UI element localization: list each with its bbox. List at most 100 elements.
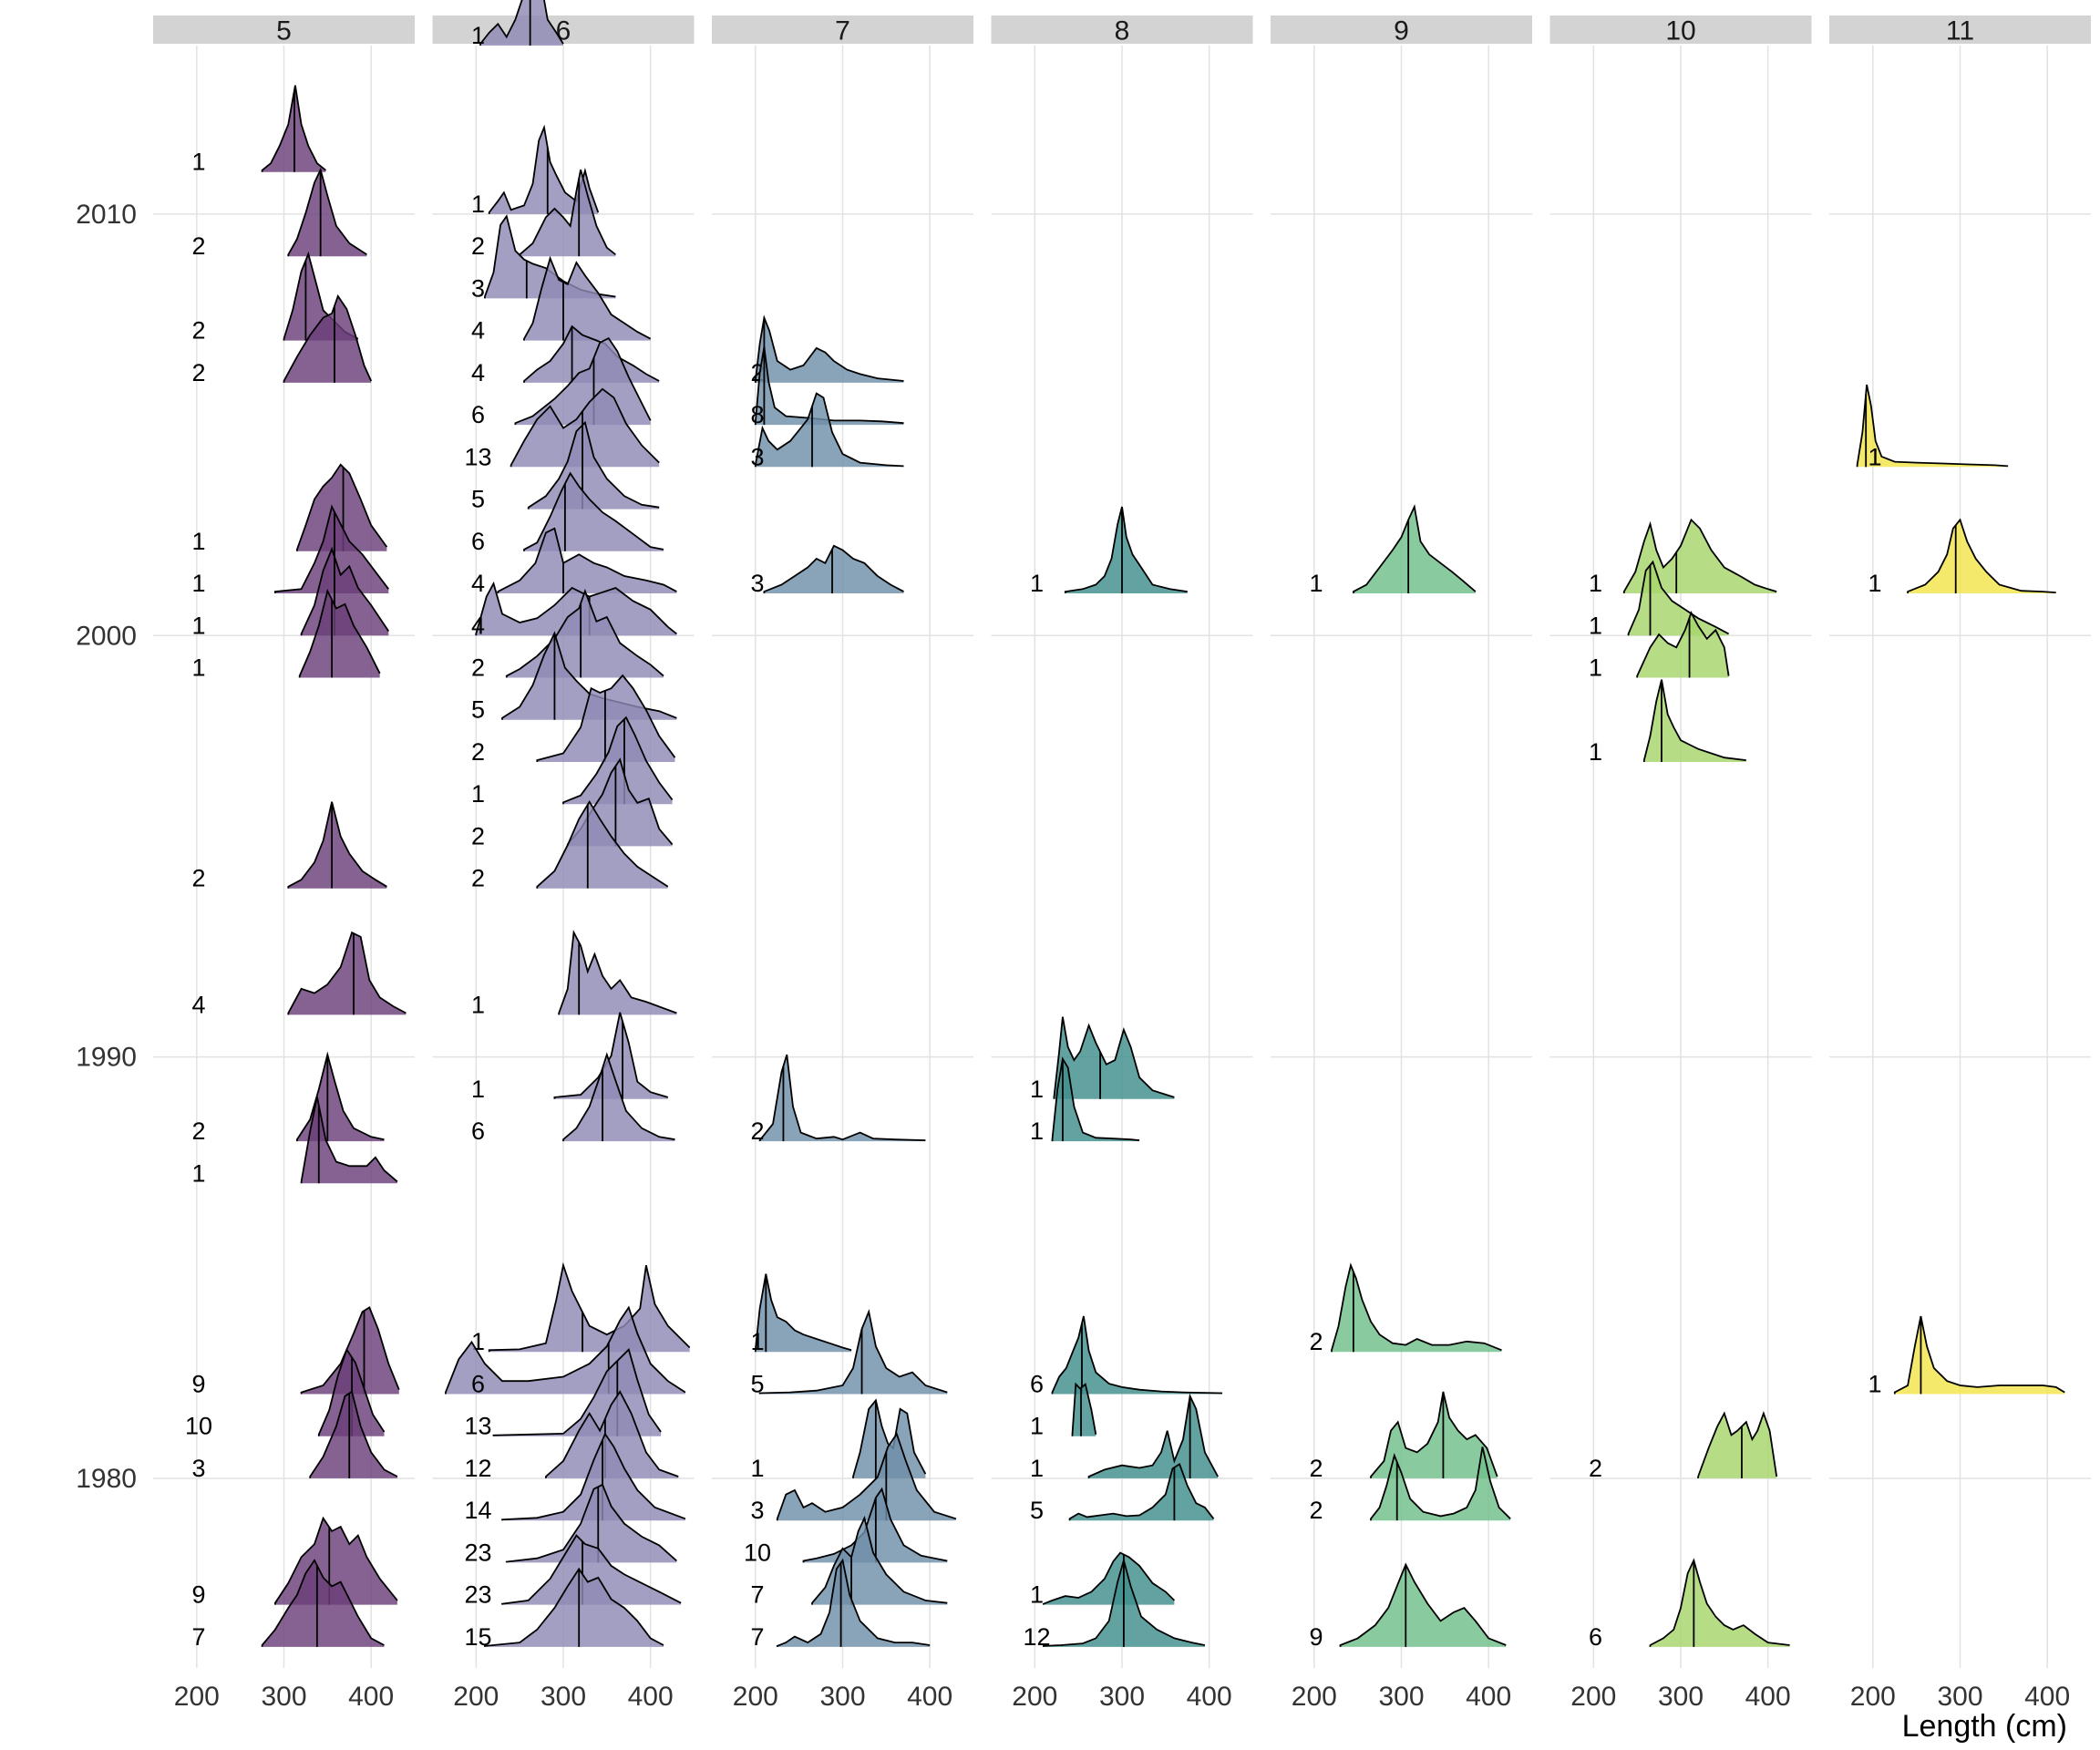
ridge: 1 bbox=[1589, 560, 1730, 639]
ridge-outline bbox=[1051, 1056, 1140, 1142]
ridge-area bbox=[755, 346, 904, 426]
ridge-area bbox=[1857, 385, 2009, 468]
ridge: 1 bbox=[471, 1261, 691, 1355]
ridge: 1 bbox=[1589, 518, 1777, 597]
ridge-area bbox=[1072, 1384, 1096, 1436]
x-tick-label: 300 bbox=[1378, 1682, 1424, 1712]
ridge-outline bbox=[1043, 1551, 1176, 1605]
facet-label: 5 bbox=[276, 16, 292, 46]
x-tick-label: 200 bbox=[174, 1682, 220, 1712]
ridge-count-label: 1 bbox=[471, 190, 485, 218]
ridge: 1 bbox=[471, 1012, 669, 1103]
ridge-count-label: 1 bbox=[471, 780, 485, 808]
ridge-area bbox=[262, 1560, 385, 1647]
ridge-area bbox=[520, 170, 616, 257]
ridge: 1 bbox=[191, 85, 326, 176]
ridge-area bbox=[777, 1434, 956, 1521]
ridge-count-label: 9 bbox=[191, 1370, 205, 1397]
ridge-count-label: 1 bbox=[471, 22, 485, 49]
ridge-area bbox=[484, 1569, 664, 1647]
ridge-area bbox=[759, 1312, 948, 1395]
facet-label: 7 bbox=[835, 16, 850, 46]
ridge: 1 bbox=[191, 588, 381, 682]
y-axis-ticks: 1980 1990 2000 2010 bbox=[76, 200, 137, 1494]
ridge-count-label: 1 bbox=[191, 528, 205, 555]
ridge-outline bbox=[1053, 1016, 1175, 1099]
ridge-count-label: 1 bbox=[1309, 570, 1323, 597]
ridge-area bbox=[299, 591, 380, 678]
ridge-area bbox=[1650, 1560, 1790, 1647]
ridge-count-label: 4 bbox=[471, 317, 485, 345]
ridge-count-label: 1 bbox=[750, 1328, 764, 1355]
ridge-area bbox=[1340, 1564, 1507, 1647]
ridge: 12 bbox=[464, 1390, 679, 1482]
facet-label: 11 bbox=[1946, 16, 1974, 46]
ridge: 23 bbox=[464, 1534, 682, 1609]
ridge-count-label: 7 bbox=[750, 1623, 764, 1651]
ridge: 1 bbox=[1309, 504, 1477, 597]
ridge-count-label: 2 bbox=[471, 822, 485, 849]
ridge: 6 bbox=[471, 1052, 675, 1145]
ridge-count-label: 2 bbox=[471, 738, 485, 766]
ridge-area bbox=[288, 801, 387, 889]
ridge-outline bbox=[1068, 1463, 1215, 1521]
ridge-area bbox=[528, 422, 660, 510]
ridge-outline bbox=[261, 85, 326, 172]
ridge-count-label: 6 bbox=[471, 401, 485, 428]
ridge-count-label: 1 bbox=[1868, 1370, 1881, 1397]
x-tick-label: 300 bbox=[1937, 1682, 1982, 1712]
ridge: 2 bbox=[191, 251, 359, 345]
ridge: 1 bbox=[750, 1273, 852, 1355]
facet-strip bbox=[1271, 15, 1532, 44]
x-tick-label: 400 bbox=[2024, 1682, 2070, 1712]
ridge-area bbox=[502, 633, 677, 720]
ridge-area bbox=[755, 1273, 852, 1353]
ridge: 2 bbox=[471, 799, 669, 892]
facet-strip bbox=[712, 15, 973, 44]
ridge-outline bbox=[754, 346, 904, 426]
ridge: 9 bbox=[191, 1516, 398, 1609]
ridge: 1 bbox=[1868, 518, 2056, 597]
ridge-count-label: 15 bbox=[464, 1623, 491, 1651]
ridges: 1111223242426813315161431111141121521122… bbox=[185, 0, 2065, 1651]
ridge: 4 bbox=[471, 527, 677, 597]
ridge-outline bbox=[562, 715, 674, 805]
ridge: 1 bbox=[1030, 1382, 1097, 1440]
ridge-outline bbox=[758, 1054, 926, 1142]
ridge-area bbox=[489, 127, 599, 214]
ridge-count-label: 5 bbox=[1030, 1497, 1044, 1524]
ridge-outline bbox=[1622, 518, 1777, 593]
ridge-outline bbox=[545, 1390, 679, 1478]
ridge-outline bbox=[1627, 560, 1730, 636]
ridge-area bbox=[1069, 1464, 1214, 1521]
ridge-count-label: 2 bbox=[1589, 1455, 1602, 1482]
ridge-outline bbox=[296, 463, 388, 551]
ridge-outline bbox=[274, 1516, 398, 1605]
ridge-outline bbox=[497, 527, 677, 593]
ridge-area bbox=[301, 1307, 399, 1395]
ridge-outline bbox=[536, 674, 676, 762]
ridge-outline bbox=[852, 1398, 927, 1478]
x-tick-label: 300 bbox=[1658, 1682, 1704, 1712]
ridge: 2 bbox=[191, 293, 373, 386]
facet-strip bbox=[1829, 15, 2091, 44]
ridge: 1 bbox=[1868, 1315, 2065, 1397]
ridge-count-label: 5 bbox=[750, 1370, 764, 1397]
ridge: 2 bbox=[1309, 1262, 1502, 1355]
ridge-area bbox=[1052, 1316, 1222, 1395]
ridge-outline bbox=[758, 1309, 948, 1395]
x-tick-label: 200 bbox=[453, 1682, 499, 1712]
y-tick-label: 2000 bbox=[76, 621, 137, 651]
facet-label: 9 bbox=[1394, 16, 1409, 46]
x-tick-label: 200 bbox=[733, 1682, 778, 1712]
ridge: 9 bbox=[191, 1306, 400, 1397]
ridge: 14 bbox=[464, 1432, 686, 1524]
ridge: 2 bbox=[1309, 1446, 1511, 1524]
ridge-outline bbox=[754, 314, 904, 383]
ridge-count-label: 1 bbox=[1868, 570, 1881, 597]
x-axis-ticks: 200 300 400 200 300 400 200 300 400 200 300 400 200 3… bbox=[174, 1682, 2070, 1712]
ridge: 2 bbox=[471, 169, 616, 260]
ridge: 15 bbox=[464, 1567, 664, 1651]
ridge-count-label: 2 bbox=[471, 654, 485, 682]
ridge-area bbox=[537, 801, 668, 889]
